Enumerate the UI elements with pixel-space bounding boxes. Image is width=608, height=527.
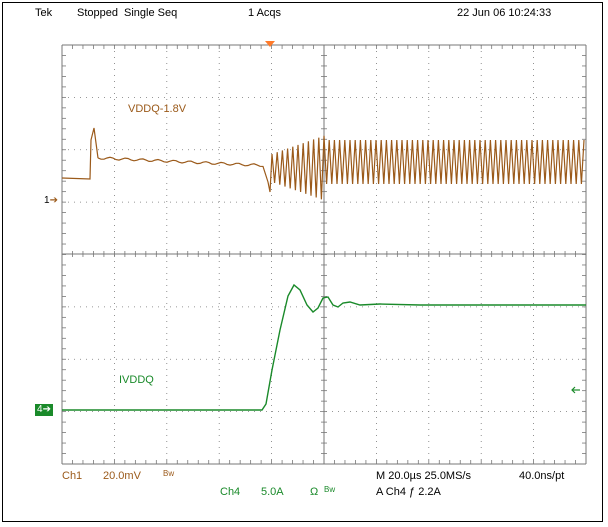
timebase-setting: M 20.0µs 25.0MS/s (376, 470, 471, 482)
trigger-setting: A Ch4 ƒ 2.2A (376, 486, 441, 498)
arrow-right-icon: ➔ (42, 404, 51, 415)
ch4-bandwidth: Bw (324, 485, 336, 494)
date-time: 22 Jun 06 10:24:33 (457, 7, 552, 19)
ch4-termination: Ω (310, 486, 319, 498)
ch1-scale: 20.0mV (103, 470, 141, 482)
ch1-trace-label: VDDQ-1.8V (128, 103, 187, 115)
trigger-position-marker (265, 41, 275, 47)
arrow-right-icon: ➔ (49, 195, 58, 206)
ch4-waveform (62, 283, 586, 411)
ch4-ground-marker: 4➔ (35, 404, 53, 416)
screenshot-frame (2, 2, 603, 522)
ch1-name: Ch1 (62, 470, 83, 482)
arrow-left-icon (571, 386, 580, 394)
ch4-name: Ch4 (220, 486, 241, 498)
acquisition-count: 1 Acqs (248, 7, 282, 19)
ch1-bandwidth: Bw (163, 469, 175, 478)
ch1-waveform (61, 127, 585, 200)
brand-label: Tek (35, 7, 53, 19)
ch1-ground-marker: 1➔ (44, 195, 58, 207)
graticule-grid (61, 44, 587, 465)
acquisition-mode: Single Seq (124, 7, 178, 19)
ch4-trace-label: IVDDQ (119, 374, 154, 386)
record-resolution: 40.0ns/pt (519, 470, 565, 482)
acquisition-status: Stopped (77, 7, 118, 19)
ch4-marker-label: 4 (37, 404, 43, 415)
ch4-scale: 5.0A (261, 486, 284, 498)
ch1-marker-label: 1 (44, 195, 50, 206)
